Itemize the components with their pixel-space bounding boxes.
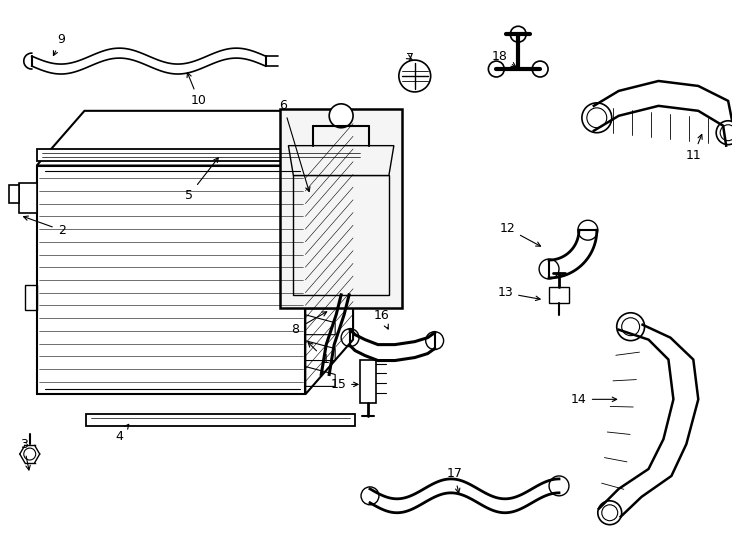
Polygon shape bbox=[87, 414, 355, 426]
Text: 2: 2 bbox=[23, 216, 65, 237]
Text: 5: 5 bbox=[185, 158, 218, 202]
Text: 11: 11 bbox=[686, 134, 702, 162]
Polygon shape bbox=[19, 184, 37, 213]
Text: 10: 10 bbox=[187, 73, 207, 107]
Circle shape bbox=[399, 60, 431, 92]
Text: 4: 4 bbox=[115, 424, 128, 443]
Text: 8: 8 bbox=[291, 312, 327, 336]
Polygon shape bbox=[37, 111, 353, 166]
Text: 12: 12 bbox=[499, 222, 540, 246]
Polygon shape bbox=[9, 185, 19, 204]
Polygon shape bbox=[294, 176, 389, 295]
Polygon shape bbox=[360, 360, 376, 403]
Polygon shape bbox=[37, 166, 305, 394]
Text: 17: 17 bbox=[446, 468, 462, 493]
Text: 6: 6 bbox=[280, 99, 310, 192]
Text: 15: 15 bbox=[330, 378, 358, 391]
Text: 13: 13 bbox=[498, 286, 540, 301]
Polygon shape bbox=[37, 148, 365, 160]
Text: 3: 3 bbox=[20, 437, 30, 470]
Text: 7: 7 bbox=[406, 52, 414, 65]
Polygon shape bbox=[549, 287, 569, 303]
Text: 9: 9 bbox=[54, 33, 65, 56]
Bar bbox=[280, 109, 401, 308]
Text: 1: 1 bbox=[308, 342, 329, 366]
Text: 16: 16 bbox=[374, 309, 390, 329]
Polygon shape bbox=[305, 111, 353, 394]
Polygon shape bbox=[288, 146, 394, 176]
Text: 18: 18 bbox=[491, 50, 516, 67]
Circle shape bbox=[329, 104, 353, 128]
Text: 14: 14 bbox=[571, 393, 617, 406]
